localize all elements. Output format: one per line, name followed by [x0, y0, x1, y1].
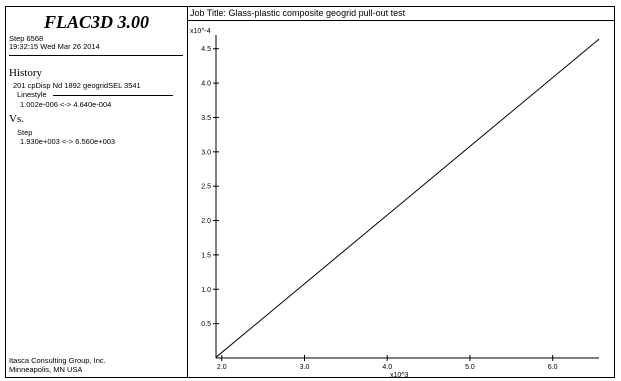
- y-tick-label: 1.0: [201, 287, 211, 294]
- y-multiplier-label: x10^-4: [190, 28, 211, 35]
- history-item: 201 cpDisp Nd 1892 geogridSEL 3541: [13, 81, 141, 90]
- x-multiplier-label: x10^3: [390, 372, 409, 378]
- history-series-line: [215, 38, 600, 358]
- linestyle-sample: [53, 95, 173, 96]
- y-tick-label: 2.0: [201, 218, 211, 225]
- linestyle-label: Linestyle: [17, 90, 47, 99]
- x-tick-label: 6.0: [548, 364, 558, 371]
- x-tick-label: 4.0: [382, 364, 392, 371]
- y-tick-label: 3.0: [201, 149, 211, 156]
- x-tick-label: 3.0: [300, 364, 310, 371]
- datetime-label: 19:32:15 Wed Mar 26 2014: [9, 42, 100, 51]
- history-range: 1.002e-006 <-> 4.640e-004: [20, 100, 112, 109]
- app-title: FLAC3D 3.00: [43, 12, 149, 32]
- y-tick-label: 2.5: [201, 184, 211, 191]
- plot-frame: [5, 6, 615, 378]
- y-tick-label: 1.5: [201, 252, 211, 259]
- x-tick-label: 5.0: [465, 364, 475, 371]
- info-panel: FLAC3D 3.00 Step 6568 19:32:15 Wed Mar 2…: [5, 6, 188, 378]
- y-tick-label: 4.5: [201, 46, 211, 53]
- x-tick-label: 2.0: [217, 364, 227, 371]
- step-label: Step 6568: [9, 34, 44, 43]
- vs-range: 1.930e+003 <-> 6.560e+003: [20, 137, 116, 146]
- job-title-divider: [188, 20, 615, 21]
- vs-heading: Vs.: [9, 113, 24, 125]
- history-heading: History: [9, 67, 42, 79]
- y-tick-label: 0.5: [201, 321, 211, 328]
- footer-location: Minneapolis, MN USA: [9, 365, 83, 374]
- job-title: Job Title: Glass-plastic composite geogr…: [190, 8, 406, 18]
- y-tick-label: 3.5: [201, 115, 211, 122]
- history-plot: 0.5 1.0 1.5 2.0 2.5 3.0 3.5 4.0 4.5 2.0 3.0 4.0 5.0 6…: [190, 28, 600, 378]
- footer-company: Itasca Consulting Group, Inc.: [9, 356, 106, 365]
- header-divider: [9, 55, 183, 56]
- y-tick-label: 4.0: [201, 81, 211, 88]
- vs-label: Step: [17, 128, 33, 137]
